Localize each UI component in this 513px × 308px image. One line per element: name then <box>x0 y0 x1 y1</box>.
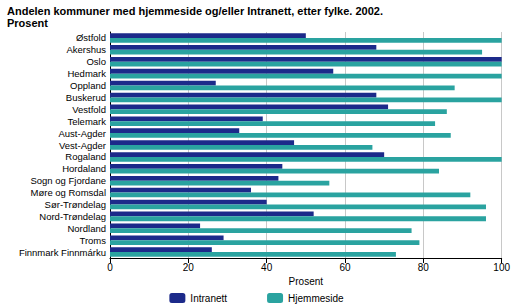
svg-text:Finnmark Finnmárku: Finnmark Finnmárku <box>19 247 106 258</box>
svg-text:Troms: Troms <box>79 235 106 246</box>
svg-text:Vestfold: Vestfold <box>72 104 106 115</box>
svg-text:Buskerud: Buskerud <box>66 92 106 103</box>
svg-text:Akershus: Akershus <box>66 44 106 55</box>
svg-text:20: 20 <box>183 262 195 273</box>
svg-text:60: 60 <box>339 262 351 273</box>
svg-text:40: 40 <box>261 262 273 273</box>
svg-text:Sogn og Fjordane: Sogn og Fjordane <box>30 175 106 186</box>
svg-text:Oslo: Oslo <box>86 56 106 67</box>
svg-text:Rogaland: Rogaland <box>65 151 106 162</box>
svg-text:Intranett: Intranett <box>190 293 227 304</box>
svg-text:Hedmark: Hedmark <box>67 68 106 79</box>
svg-text:Sør-Trøndelag: Sør-Trøndelag <box>45 199 106 210</box>
svg-text:80: 80 <box>418 262 430 273</box>
svg-text:Hordaland: Hordaland <box>62 163 106 174</box>
svg-text:Nord-Trøndelag: Nord-Trøndelag <box>39 211 106 222</box>
svg-text:Østfold: Østfold <box>76 32 106 43</box>
svg-text:Hjemmeside: Hjemmeside <box>288 293 344 304</box>
svg-text:Telemark: Telemark <box>67 116 106 127</box>
svg-text:100: 100 <box>493 262 510 273</box>
svg-text:0: 0 <box>107 262 113 273</box>
svg-text:Aust-Agder: Aust-Agder <box>58 128 106 139</box>
svg-text:Andelen kommuner med hjemmesid: Andelen kommuner med hjemmeside og/eller… <box>7 5 383 17</box>
svg-text:Vest-Agder: Vest-Agder <box>59 140 106 151</box>
svg-text:Prosent: Prosent <box>289 276 324 287</box>
svg-text:Oppland: Oppland <box>70 80 106 91</box>
svg-text:Prosent: Prosent <box>7 17 48 29</box>
svg-text:Nordland: Nordland <box>67 223 106 234</box>
svg-text:Møre og Romsdal: Møre og Romsdal <box>31 187 107 198</box>
